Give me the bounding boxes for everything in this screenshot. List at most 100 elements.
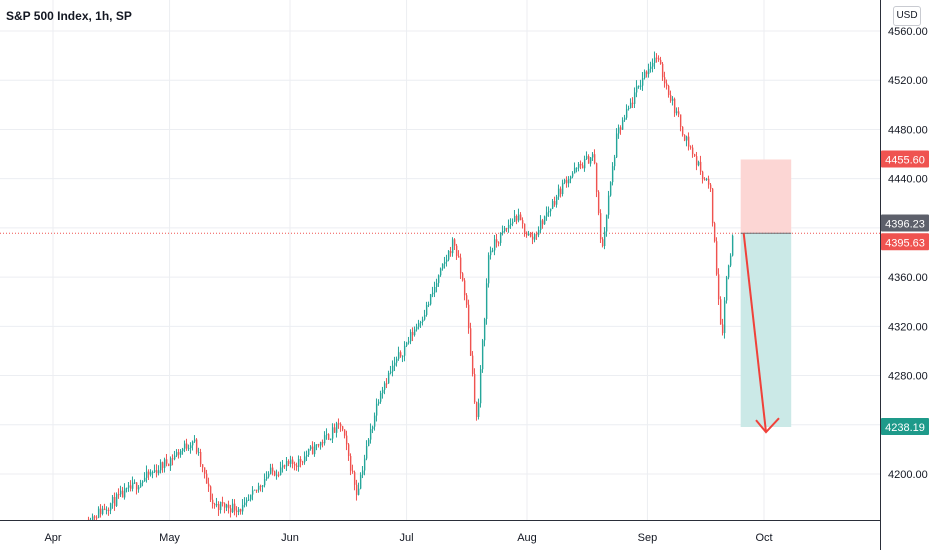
candle-body [125,487,128,489]
candle-body [493,239,496,251]
y-tick-label: 4480.00 [888,124,928,136]
candle-body [621,120,624,130]
candle-body [531,236,534,240]
candle-body [405,342,408,346]
candle-body [367,439,370,447]
candle-body [243,502,246,506]
candle-body [729,255,732,266]
candle-body [159,462,162,471]
candle-body [121,490,124,498]
candle-body [487,255,490,284]
candle-body [209,486,212,500]
candle-body [485,283,488,319]
candle-body [539,220,542,231]
candle-body [387,373,390,384]
candle-body [103,508,106,511]
profit-target-zone[interactable] [740,233,792,428]
candle-body [559,188,562,195]
candle-body [147,471,150,475]
candle-body [489,250,492,256]
y-tick-label: 4520.00 [888,75,928,87]
candle-body [577,163,580,168]
candle-body [187,448,190,450]
candle-body [285,461,288,467]
candle-body [293,464,296,466]
candle-body [361,470,364,475]
candle-body [571,173,574,177]
candle-body [329,438,332,440]
candle-body [327,434,330,440]
candle-body [119,490,122,495]
candle-body [519,214,522,221]
candle-body [591,154,594,158]
candle-body [167,463,170,466]
candle-body [399,352,402,357]
candle-body [717,274,720,300]
candle-body [271,467,274,472]
candle-body [545,212,548,217]
candle-body [505,228,508,230]
candle-body [133,482,136,484]
candle-body [625,109,628,118]
candle-body [719,299,722,325]
candle-body [433,287,436,293]
currency-button[interactable]: USD [893,6,921,26]
candle-body [137,487,140,490]
candle-body [201,464,204,468]
candle-body [595,163,598,192]
candle-body [415,326,418,330]
candle-body [597,191,600,214]
candle-body [325,434,328,436]
candle-body [177,452,180,455]
current-price-badge-label: 4396.23 [885,219,925,231]
candle-body [615,133,618,158]
candle-body [439,268,442,276]
candle-body [189,445,192,449]
candle-body [221,501,224,504]
candle-body [355,484,358,495]
candle-body [275,474,278,476]
candle-body [731,235,734,256]
candle-body [661,63,664,78]
candle-body [721,324,724,334]
candle-body [469,328,472,356]
projection-arrow-head [755,417,780,434]
candle-body [173,455,176,460]
candle-body [207,483,210,487]
projection-arrow-line [742,233,767,433]
candle-body [507,225,510,229]
candle-body [409,331,412,342]
candle-body [673,98,676,114]
candle-body [297,458,300,467]
candle-body [267,473,270,477]
candle-body [707,178,710,185]
candle-body [501,230,504,234]
candle-body [427,304,430,306]
candle-body [669,95,672,101]
candle-body [351,470,354,473]
candle-body [383,383,386,390]
candle-body [183,443,186,449]
candle-body [371,426,374,430]
candle-body [713,223,716,242]
candle-body [203,467,206,474]
candle-body [377,401,380,404]
candle-body [273,471,276,476]
candle-body [335,423,338,433]
candle-body [533,234,536,240]
candle-body [655,57,658,59]
candle-body [635,86,638,93]
candle-body [509,223,512,226]
candle-body [247,499,250,501]
candle-body [587,156,590,164]
candle-body [393,362,396,366]
candle-body [471,355,474,374]
target-price-badge-label: 4238.19 [885,422,925,434]
candle-body [161,462,164,468]
stop-loss-zone[interactable] [740,159,792,234]
candle-body [365,446,368,459]
candle-body [97,508,100,518]
candle-body [129,485,132,489]
candle-body [333,427,336,433]
